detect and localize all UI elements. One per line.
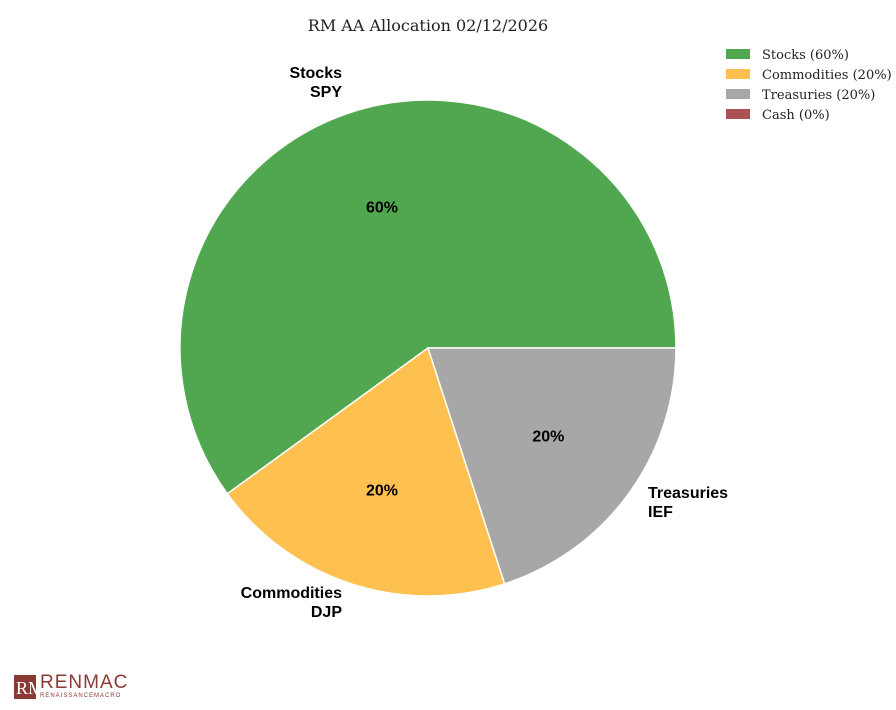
- slice-ticker-label-commodities: DJP: [311, 604, 342, 621]
- pie-slice-treasuries: [426, 347, 677, 585]
- pct-label-stocks: 60%: [366, 199, 398, 216]
- legend-swatch-treasuries: [726, 89, 750, 99]
- pct-label-treasuries: 20%: [532, 428, 564, 445]
- logo-tagline: RENAISSANCEMACRO: [40, 693, 122, 699]
- pie-labels: 60% Stocks SPY 20% Commodities DJP 20% Treasuri…: [241, 65, 729, 621]
- legend-label-treasuries: Treasuries (20%): [762, 88, 875, 103]
- legend-label-stocks: Stocks (60%): [762, 48, 849, 63]
- legend-label-commodities: Commodities (20%): [762, 68, 892, 83]
- slice-category-label-commodities: Commodities: [241, 585, 342, 602]
- logo-name: RENMAC: [40, 672, 129, 693]
- slice-ticker-label-treasuries: IEF: [648, 504, 673, 521]
- renmac-logo: RM RENMAC RENAISSANCEMACRO: [14, 672, 129, 700]
- legend-label-cash: Cash (0%): [762, 108, 830, 123]
- renmac-logo-mark-icon: RM: [14, 675, 36, 699]
- legend-swatch-stocks: [726, 49, 750, 59]
- pie-slice-commodities: [226, 346, 506, 597]
- slice-category-label-stocks: Stocks: [290, 65, 343, 82]
- pie-slices: [179, 99, 677, 597]
- logo-mark-text: RM: [16, 678, 36, 698]
- pie-slice-stocks: [179, 99, 677, 495]
- legend-swatch-commodities: [726, 69, 750, 79]
- slice-category-label-treasuries: Treasuries: [648, 485, 728, 502]
- legend-swatch-cash: [726, 109, 750, 119]
- slice-ticker-label-stocks: SPY: [310, 84, 342, 101]
- chart-title: RM AA Allocation 02/12/2026: [308, 16, 548, 35]
- legend: Stocks (60%) Commodities (20%) Treasuries …: [726, 48, 892, 123]
- pct-label-commodities: 20%: [366, 483, 398, 500]
